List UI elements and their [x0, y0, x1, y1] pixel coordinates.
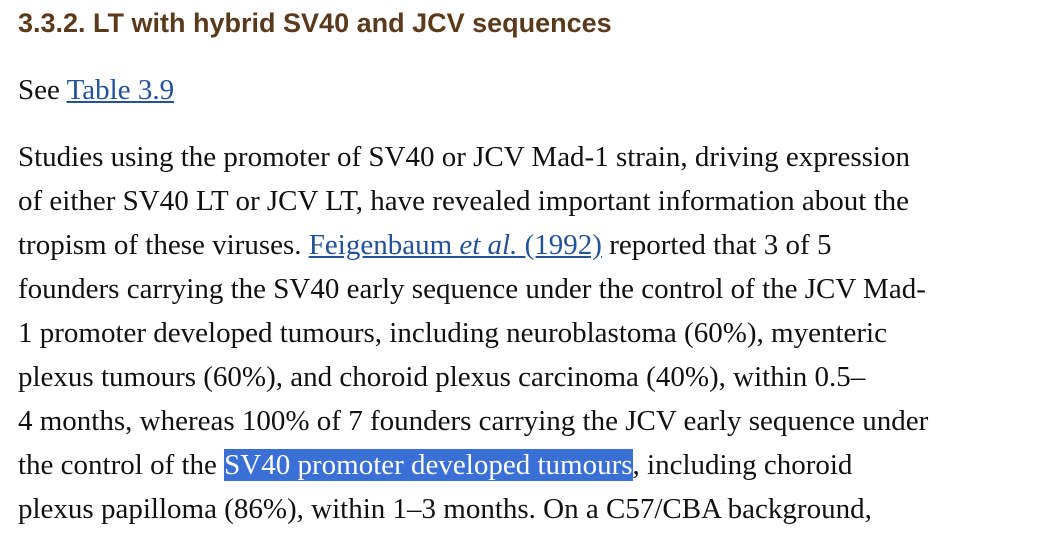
text-line: plexus papilloma (86%), within 1–3 month…	[18, 487, 928, 531]
table-link[interactable]: Table 3.9	[66, 74, 175, 106]
text: 4 months, whereas 100% of 7 founders car…	[18, 405, 929, 437]
text: of either SV40 LT or JCV LT, have reveal…	[18, 185, 910, 217]
text-line: of either SV40 LT or JCV LT, have reveal…	[18, 179, 928, 223]
text-line: tropism of these viruses. Feigenbaum et …	[18, 223, 928, 267]
text-line: plexus tumours (60%), and choroid plexus…	[18, 355, 928, 399]
see-prefix: See	[18, 74, 67, 106]
text: 1 promoter developed tumours, including …	[18, 317, 887, 349]
text-line: 4 months, whereas 100% of 7 founders car…	[18, 399, 928, 443]
text-line: 1 promoter developed tumours, including …	[18, 311, 928, 355]
section-heading: 3.3.2. LT with hybrid SV40 and JCV seque…	[18, 8, 612, 38]
selected-text: SV40 promoter developed tumours	[224, 449, 633, 481]
text: (1992)	[517, 229, 602, 261]
paragraph: Studies using the promoter of SV40 or JC…	[18, 135, 928, 531]
text: Studies using the promoter of SV40 or JC…	[18, 141, 910, 173]
text-line: Studies using the promoter of SV40 or JC…	[18, 135, 928, 179]
text: reported that 3 of 5	[601, 229, 832, 261]
text: , including choroid	[632, 449, 853, 481]
text: plexus tumours (60%), and choroid plexus…	[18, 361, 866, 393]
see-line: See Table 3.9	[18, 68, 174, 112]
italic-text: et al.	[459, 229, 518, 261]
text-line: the control of the SV40 promoter develop…	[18, 443, 928, 487]
text: Feigenbaum	[308, 229, 460, 261]
text: the control of the	[18, 449, 225, 481]
text-line: founders carrying the SV40 early sequenc…	[18, 267, 928, 311]
citation-link[interactable]: Feigenbaum et al. (1992)	[309, 229, 602, 261]
text: plexus papilloma (86%), within 1–3 month…	[18, 493, 872, 525]
text: founders carrying the SV40 early sequenc…	[18, 273, 926, 305]
text: tropism of these viruses.	[18, 229, 309, 261]
